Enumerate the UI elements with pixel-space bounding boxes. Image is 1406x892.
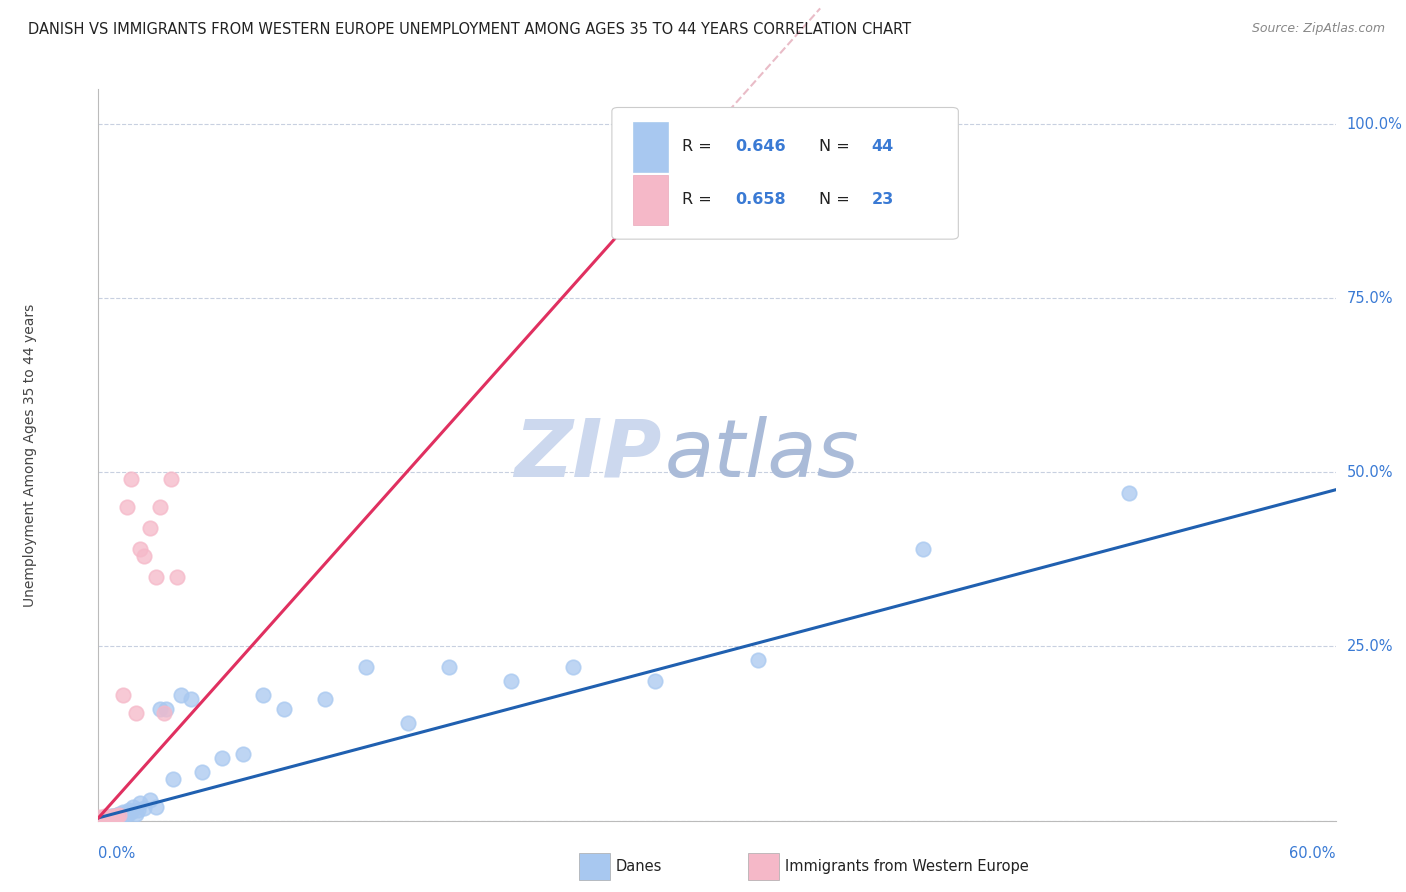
Point bbox=[561, 660, 583, 674]
Point bbox=[93, 810, 115, 824]
Point bbox=[124, 806, 146, 821]
Text: N =: N = bbox=[818, 192, 855, 207]
Point bbox=[159, 472, 181, 486]
Text: Danes: Danes bbox=[616, 859, 662, 873]
Point bbox=[122, 799, 145, 814]
Point bbox=[96, 812, 118, 826]
Point bbox=[149, 500, 172, 515]
Point bbox=[112, 688, 135, 702]
Point bbox=[108, 806, 131, 821]
FancyBboxPatch shape bbox=[633, 175, 668, 225]
Point bbox=[105, 809, 128, 823]
Point bbox=[128, 541, 150, 556]
Text: Unemployment Among Ages 35 to 44 years: Unemployment Among Ages 35 to 44 years bbox=[24, 303, 38, 607]
Point bbox=[93, 811, 115, 825]
Point bbox=[104, 811, 127, 825]
Point bbox=[101, 809, 124, 823]
Point bbox=[1118, 486, 1140, 500]
Text: 23: 23 bbox=[872, 192, 894, 207]
Point bbox=[132, 549, 155, 563]
Point bbox=[124, 706, 146, 720]
Point bbox=[118, 803, 141, 817]
Text: 75.0%: 75.0% bbox=[1347, 291, 1393, 306]
Point bbox=[139, 521, 162, 535]
Point bbox=[153, 706, 176, 720]
Point bbox=[101, 809, 124, 823]
Point bbox=[97, 812, 120, 826]
Point bbox=[91, 812, 114, 826]
Point bbox=[114, 806, 136, 821]
Text: R =: R = bbox=[682, 192, 717, 207]
Text: Source: ZipAtlas.com: Source: ZipAtlas.com bbox=[1251, 22, 1385, 36]
Point bbox=[170, 688, 193, 702]
Point bbox=[110, 807, 132, 822]
Text: 100.0%: 100.0% bbox=[1347, 117, 1403, 131]
Point bbox=[912, 541, 935, 556]
Point bbox=[117, 808, 139, 822]
Point bbox=[112, 805, 135, 820]
Point bbox=[117, 500, 139, 515]
Point bbox=[97, 812, 120, 826]
Point bbox=[499, 674, 522, 689]
FancyBboxPatch shape bbox=[612, 108, 959, 239]
Point bbox=[100, 809, 122, 823]
Point bbox=[155, 702, 177, 716]
Text: ZIP: ZIP bbox=[515, 416, 661, 494]
Point bbox=[120, 472, 142, 486]
Text: 0.658: 0.658 bbox=[735, 192, 786, 207]
Point bbox=[356, 660, 378, 674]
Point bbox=[89, 810, 111, 824]
Point bbox=[104, 810, 127, 824]
Point bbox=[232, 747, 254, 762]
Text: N =: N = bbox=[818, 139, 855, 154]
Point bbox=[190, 764, 212, 779]
Point bbox=[96, 810, 118, 824]
Point bbox=[166, 570, 188, 584]
Text: 50.0%: 50.0% bbox=[1347, 465, 1393, 480]
Point bbox=[162, 772, 184, 786]
Text: 60.0%: 60.0% bbox=[1289, 846, 1336, 861]
Point bbox=[145, 570, 167, 584]
Point bbox=[252, 688, 274, 702]
Point bbox=[108, 808, 131, 822]
Point bbox=[211, 751, 233, 765]
Text: 25.0%: 25.0% bbox=[1347, 639, 1393, 654]
Point bbox=[105, 808, 128, 822]
Point bbox=[437, 660, 460, 674]
Point bbox=[314, 691, 336, 706]
Point bbox=[644, 674, 666, 689]
Point bbox=[132, 801, 155, 815]
Point bbox=[747, 653, 769, 667]
Text: 0.0%: 0.0% bbox=[98, 846, 135, 861]
Point bbox=[149, 702, 172, 716]
Text: R =: R = bbox=[682, 139, 717, 154]
Point bbox=[145, 799, 167, 814]
Point bbox=[100, 811, 122, 825]
Point bbox=[127, 803, 149, 817]
Point bbox=[120, 805, 142, 820]
Point bbox=[180, 691, 202, 706]
Point bbox=[93, 809, 115, 823]
Point bbox=[128, 796, 150, 810]
Point bbox=[396, 716, 419, 731]
Text: DANISH VS IMMIGRANTS FROM WESTERN EUROPE UNEMPLOYMENT AMONG AGES 35 TO 44 YEARS : DANISH VS IMMIGRANTS FROM WESTERN EUROPE… bbox=[28, 22, 911, 37]
Point bbox=[139, 793, 162, 807]
Point bbox=[91, 812, 114, 826]
Text: atlas: atlas bbox=[665, 416, 860, 494]
Text: Immigrants from Western Europe: Immigrants from Western Europe bbox=[785, 859, 1028, 873]
FancyBboxPatch shape bbox=[633, 122, 668, 172]
Point bbox=[93, 811, 115, 825]
Point bbox=[89, 812, 111, 826]
Text: 44: 44 bbox=[872, 139, 894, 154]
Text: 0.646: 0.646 bbox=[735, 139, 786, 154]
Point bbox=[273, 702, 295, 716]
